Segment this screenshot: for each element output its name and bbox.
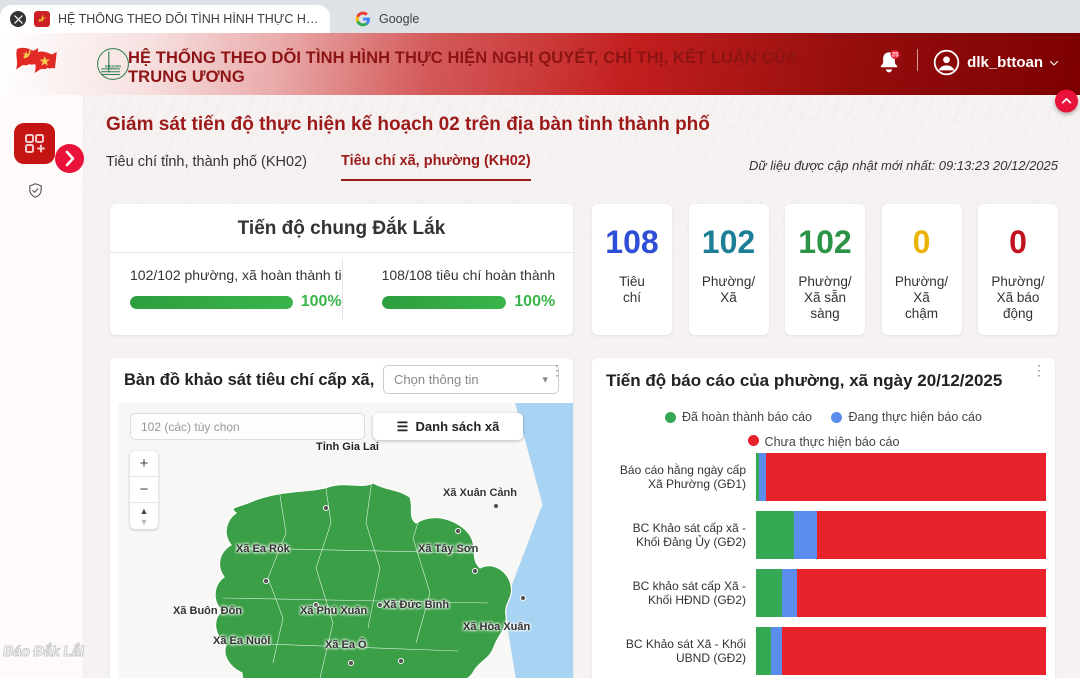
svg-text:ĐHQGHN: ĐHQGHN [105,65,121,69]
svg-text:25: 25 [892,52,899,58]
